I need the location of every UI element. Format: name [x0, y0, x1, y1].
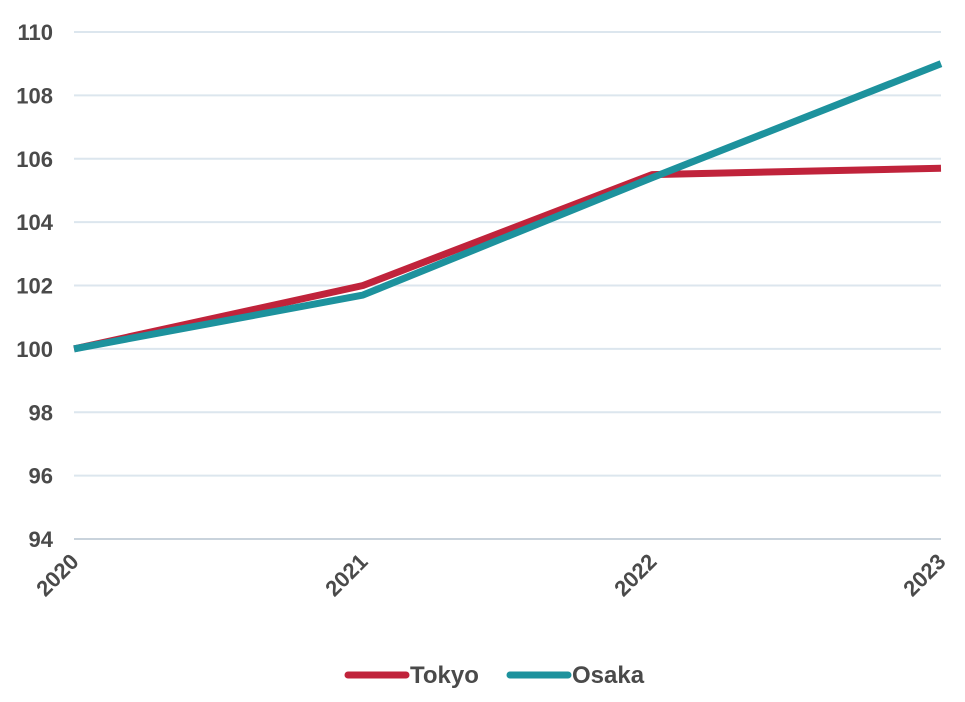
legend[interactable]: Tokyo Osaka: [344, 662, 645, 689]
y-tick-label: 108: [16, 83, 53, 108]
x-tick-label: 2022: [609, 549, 661, 601]
series-lines: [73, 60, 943, 353]
series-line-tokyo: [73, 164, 942, 353]
y-tick-label: 94: [29, 527, 54, 552]
x-tick-label: 2020: [31, 549, 83, 601]
legend-item-osaka[interactable]: Osaka: [506, 662, 645, 689]
legend-label: Tokyo: [410, 662, 479, 689]
x-tick-label: 2023: [898, 549, 950, 601]
y-tick-label: 96: [29, 464, 53, 489]
gridlines: [74, 31, 941, 540]
legend-label: Osaka: [572, 662, 645, 689]
y-tick-label: 98: [29, 400, 53, 425]
y-tick-label: 110: [18, 20, 54, 45]
y-tick-label: 106: [16, 147, 53, 172]
y-tick-label: 102: [16, 274, 53, 299]
x-axis-tick-labels: 2020 2021 2022 2023: [31, 549, 950, 601]
series-line-osaka: [73, 60, 943, 353]
y-tick-label: 100: [16, 337, 53, 362]
y-tick-label: 104: [16, 210, 53, 235]
y-axis-tick-labels: 94 96 98 100 102 104 106 108 110: [16, 20, 53, 552]
x-tick-label: 2021: [320, 549, 372, 601]
legend-item-tokyo[interactable]: Tokyo: [344, 662, 479, 689]
